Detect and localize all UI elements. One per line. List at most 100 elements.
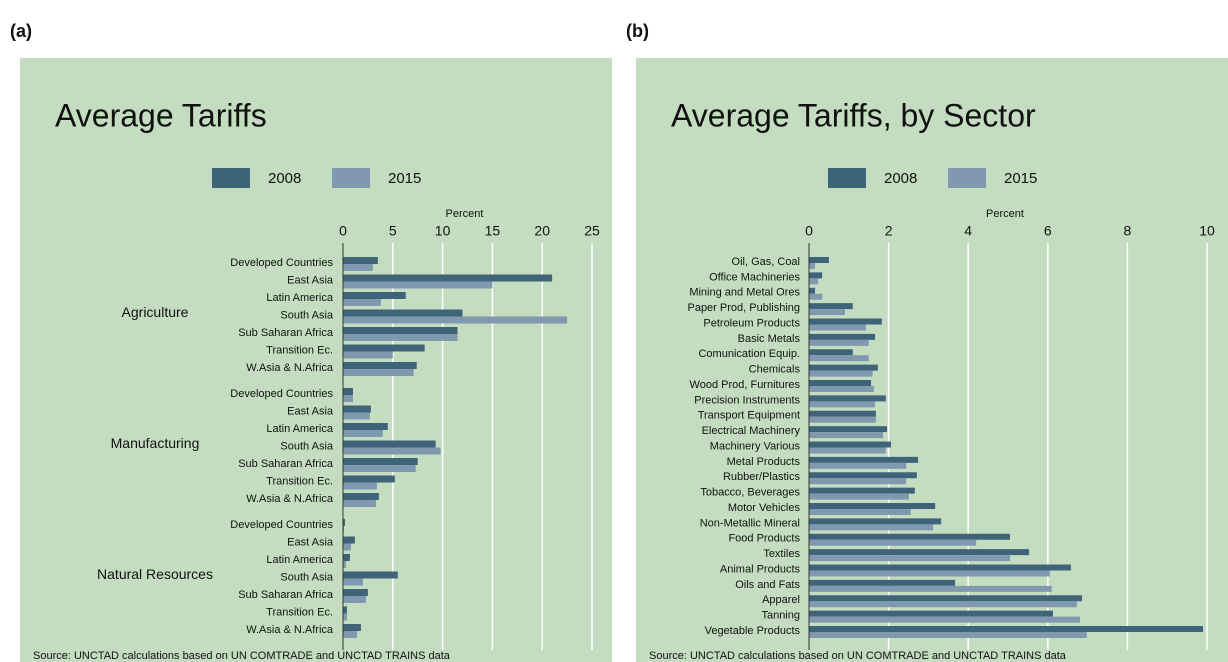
- y-tick-label: W.Asia & N.Africa: [246, 493, 334, 505]
- y-tick-label: Developed Countries: [230, 257, 333, 269]
- bar: [343, 281, 493, 289]
- bar: [809, 610, 1053, 617]
- y-tick-label: South Asia: [280, 309, 333, 321]
- y-tick-label: Transition Ec.: [266, 606, 333, 618]
- bar: [809, 410, 876, 417]
- y-tick-label: Tanning: [761, 610, 800, 622]
- y-tick-label: W.Asia & N.Africa: [246, 624, 334, 636]
- bar: [343, 578, 363, 586]
- bar: [343, 606, 347, 614]
- bar: [343, 440, 436, 448]
- source-note: Source: UNCTAD calculations based on UN …: [33, 650, 451, 662]
- bar: [809, 595, 1083, 602]
- y-tick-label: Developed Countries: [230, 519, 333, 531]
- bar: [809, 333, 876, 340]
- y-tick-label: Machinery Various: [710, 440, 801, 452]
- bar: [343, 395, 353, 402]
- y-tick-label: Basic Metals: [738, 333, 801, 345]
- bar: [343, 624, 361, 631]
- bar: [809, 585, 1052, 592]
- bar: [809, 493, 909, 500]
- legend-label: 2008: [268, 170, 301, 187]
- bar: [343, 465, 416, 472]
- bar: [343, 475, 395, 483]
- y-tick-label: Mining and Metal Ores: [689, 287, 800, 299]
- bar: [809, 564, 1071, 571]
- bar: [809, 487, 915, 494]
- bar: [809, 364, 878, 371]
- bar: [809, 370, 873, 377]
- bar: [343, 388, 353, 395]
- x-tick-label: 8: [1124, 223, 1132, 239]
- bar: [809, 524, 934, 531]
- y-tick-label: Animal Products: [720, 563, 801, 575]
- bar: [809, 309, 845, 316]
- bar: [809, 401, 876, 408]
- bar: [809, 272, 823, 279]
- y-tick-label: Latin America: [266, 554, 334, 566]
- bar: [809, 257, 829, 263]
- legend-swatch: [828, 168, 866, 188]
- bar: [809, 533, 1010, 540]
- bar: [343, 543, 351, 551]
- bar: [809, 478, 907, 485]
- source-note: Source: UNCTAD calculations based on UN …: [649, 650, 1067, 662]
- x-axis-label: Percent: [986, 208, 1024, 220]
- bar: [809, 441, 891, 448]
- y-tick-label: Sub Saharan Africa: [238, 589, 334, 601]
- bar: [809, 293, 823, 300]
- y-tick-label: Non-Metallic Mineral: [700, 517, 800, 529]
- bar: [343, 351, 393, 359]
- y-tick-label: Rubber/Plastics: [723, 471, 801, 483]
- bar: [343, 589, 368, 596]
- y-tick-label: Sub Saharan Africa: [238, 327, 334, 339]
- bar: [343, 631, 357, 638]
- y-tick-label: Motor Vehicles: [728, 502, 801, 514]
- y-tick-label: South Asia: [280, 571, 333, 583]
- bar: [343, 596, 366, 603]
- y-tick-label: Transition Ec.: [266, 344, 333, 356]
- bar: [809, 579, 956, 586]
- bar: [809, 303, 853, 310]
- bar: [809, 339, 869, 346]
- bar: [343, 257, 378, 264]
- y-tick-label: Latin America: [266, 292, 334, 304]
- bar: [809, 395, 886, 402]
- x-tick-label: 4: [964, 223, 972, 239]
- bar: [343, 482, 377, 490]
- x-tick-label: 0: [805, 223, 813, 239]
- y-tick-label: Vegetable Products: [705, 625, 801, 637]
- bar: [809, 462, 907, 469]
- x-axis-label: Percent: [446, 208, 484, 220]
- bar: [343, 334, 458, 341]
- bar: [343, 327, 458, 334]
- bar: [809, 549, 1030, 556]
- bar: [343, 412, 370, 420]
- y-tick-label: East Asia: [287, 274, 334, 286]
- bar: [343, 369, 414, 376]
- bar: [343, 344, 425, 352]
- y-tick-label: Wood Prod, Furnitures: [690, 379, 801, 391]
- bar: [809, 570, 1050, 577]
- legend-label: 2015: [388, 170, 421, 187]
- y-tick-label: East Asia: [287, 536, 334, 548]
- bar: [809, 426, 888, 433]
- bar: [809, 447, 886, 454]
- y-tick-label: Paper Prod, Publishing: [687, 302, 800, 314]
- bar: [343, 458, 418, 465]
- panel-label: (b): [626, 21, 649, 41]
- bar: [343, 519, 345, 526]
- bar: [809, 380, 872, 386]
- x-tick-label: 6: [1044, 223, 1052, 239]
- bar: [343, 500, 376, 507]
- y-tick-label: Tobacco, Beverages: [700, 487, 800, 499]
- bar: [809, 386, 874, 392]
- y-tick-label: Apparel: [762, 594, 800, 606]
- bar: [809, 518, 942, 525]
- bar: [809, 456, 919, 463]
- panel-background: [20, 58, 612, 662]
- legend-swatch: [948, 168, 986, 188]
- bar: [809, 416, 876, 423]
- bar: [809, 355, 869, 362]
